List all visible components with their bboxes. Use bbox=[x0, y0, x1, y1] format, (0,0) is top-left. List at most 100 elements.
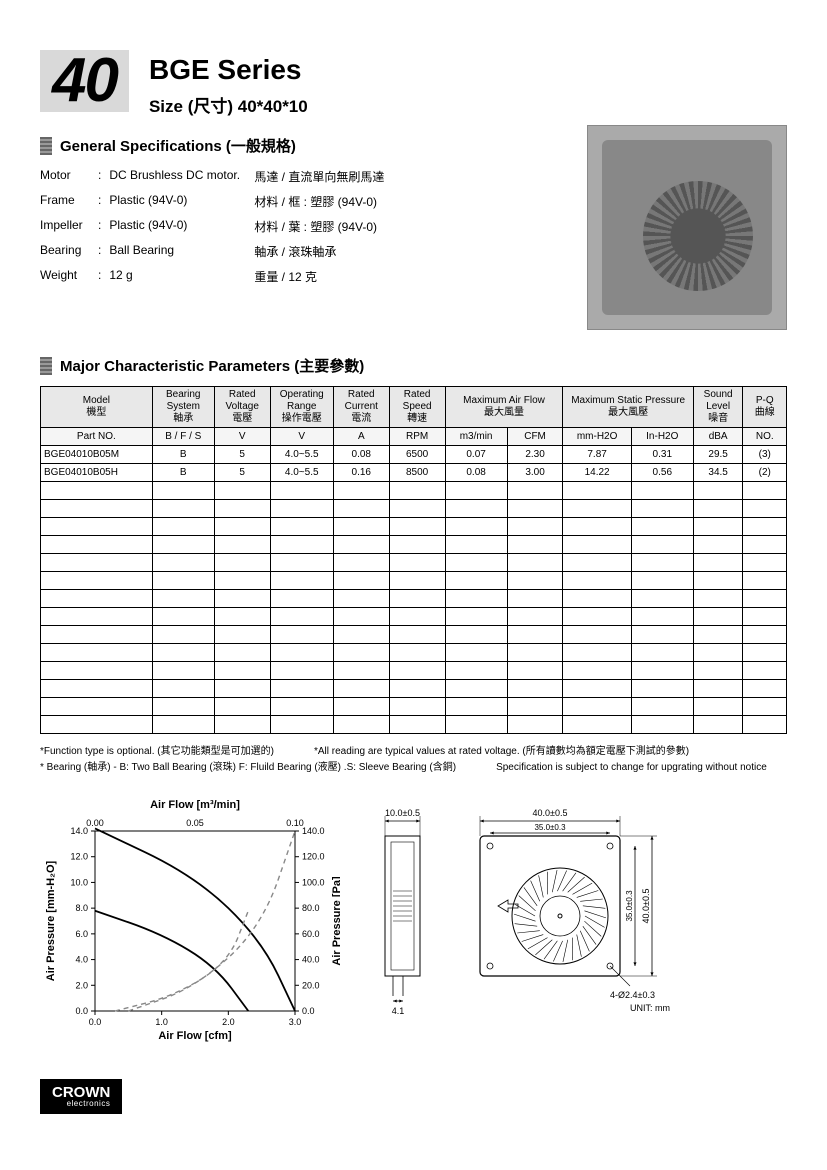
table-subheader: V bbox=[270, 428, 333, 446]
table-row-empty bbox=[41, 500, 787, 518]
svg-text:60.0: 60.0 bbox=[302, 929, 320, 939]
svg-text:Air Flow [m³/min]: Air Flow [m³/min] bbox=[150, 799, 240, 811]
svg-text:100.0: 100.0 bbox=[302, 877, 325, 887]
spec-row: Bearing:Ball Bearing軸承 / 滾珠軸承 bbox=[40, 239, 392, 264]
svg-text:6.0: 6.0 bbox=[75, 929, 88, 939]
svg-text:2.0: 2.0 bbox=[75, 980, 88, 990]
svg-text:Air Pressure [Pa]: Air Pressure [Pa] bbox=[331, 876, 340, 966]
table-row-empty bbox=[41, 608, 787, 626]
spec-row: Impeller:Plastic (94V-0)材料 / 葉 : 塑膠 (94V… bbox=[40, 214, 392, 239]
table-header: Model機型 bbox=[41, 387, 153, 428]
section-general: General Specifications (一般規格) bbox=[40, 135, 567, 156]
svg-text:UNIT: mm: UNIT: mm bbox=[630, 1003, 670, 1013]
spec-row: Motor:DC Brushless DC motor.馬達 / 直流單向無刷馬… bbox=[40, 164, 392, 189]
table-subheader: RPM bbox=[389, 428, 445, 446]
table-header: Operating Range操作電壓 bbox=[270, 387, 333, 428]
svg-text:4.1: 4.1 bbox=[392, 1006, 405, 1016]
table-subheader: A bbox=[333, 428, 389, 446]
chart-svg: Air Flow [m³/min]0.000.050.100.01.02.03.… bbox=[40, 796, 340, 1046]
parameters-table: Model機型Bearing System軸承Rated Voltage電壓Op… bbox=[40, 386, 787, 734]
table-row-empty bbox=[41, 626, 787, 644]
table-subheader: NO. bbox=[743, 428, 787, 446]
svg-text:3.0: 3.0 bbox=[289, 1017, 302, 1027]
table-row-empty bbox=[41, 554, 787, 572]
svg-text:Air Pressure [mm-H₂O]: Air Pressure [mm-H₂O] bbox=[45, 860, 57, 981]
technical-drawing: 10.0±0.5 4.1 40.0±0.5 35.0±0.3 35.0±0.3 40.0±… bbox=[370, 796, 787, 1026]
svg-text:2.0: 2.0 bbox=[222, 1017, 235, 1027]
table-header: Maximum Air Flow最大風量 bbox=[445, 387, 563, 428]
footnote-2a: * Bearing (軸承) - B: Two Ball Bearing (滾珠… bbox=[40, 760, 456, 776]
brand-logo: CROWN electronics bbox=[40, 1079, 122, 1114]
series-title: BGE Series bbox=[149, 54, 308, 86]
svg-text:10.0±0.5: 10.0±0.5 bbox=[385, 808, 420, 818]
table-row-empty bbox=[41, 590, 787, 608]
svg-text:4-Ø2.4±0.3: 4-Ø2.4±0.3 bbox=[610, 990, 655, 1000]
spec-row: Frame:Plastic (94V-0)材料 / 框 : 塑膠 (94V-0) bbox=[40, 189, 392, 214]
table-row-empty bbox=[41, 680, 787, 698]
svg-text:4.0: 4.0 bbox=[75, 955, 88, 965]
model-number: 40 bbox=[40, 50, 129, 112]
size-line: Size (尺寸) 40*40*10 bbox=[149, 92, 308, 117]
spec-row: Weight:12 g重量 / 12 克 bbox=[40, 264, 392, 289]
svg-text:0.0: 0.0 bbox=[89, 1017, 102, 1027]
section-major: Major Characteristic Parameters (主要參數) bbox=[40, 355, 787, 376]
table-row-empty bbox=[41, 518, 787, 536]
table-header: Maximum Static Pressure最大風壓 bbox=[563, 387, 693, 428]
general-specs-table: Motor:DC Brushless DC motor.馬達 / 直流單向無刷馬… bbox=[40, 164, 392, 289]
table-subheader: Part NO. bbox=[41, 428, 153, 446]
svg-text:40.0±0.5: 40.0±0.5 bbox=[641, 889, 651, 924]
svg-text:0.0: 0.0 bbox=[302, 1006, 315, 1016]
svg-text:14.0: 14.0 bbox=[70, 826, 88, 836]
svg-text:35.0±0.3: 35.0±0.3 bbox=[534, 823, 566, 832]
product-image bbox=[587, 125, 787, 330]
table-header: P-Q曲線 bbox=[743, 387, 787, 428]
svg-text:0.0: 0.0 bbox=[75, 1006, 88, 1016]
svg-text:20.0: 20.0 bbox=[302, 980, 320, 990]
svg-text:120.0: 120.0 bbox=[302, 852, 325, 862]
table-subheader: CFM bbox=[507, 428, 563, 446]
table-row-empty bbox=[41, 536, 787, 554]
footnote-1a: *Function type is optional. (其它功能類型是可加選的… bbox=[40, 744, 274, 760]
logo-sub: electronics bbox=[52, 1100, 110, 1108]
table-row-empty bbox=[41, 482, 787, 500]
table-header: Rated Voltage電壓 bbox=[214, 387, 270, 428]
table-subheader: m3/min bbox=[445, 428, 507, 446]
table-row-empty bbox=[41, 662, 787, 680]
svg-text:40.0±0.5: 40.0±0.5 bbox=[533, 808, 568, 818]
section-bar-icon bbox=[40, 357, 52, 375]
svg-text:140.0: 140.0 bbox=[302, 826, 325, 836]
table-row-empty bbox=[41, 716, 787, 734]
table-row-empty bbox=[41, 698, 787, 716]
section-bar-icon bbox=[40, 137, 52, 155]
pq-chart: Air Flow [m³/min]0.000.050.100.01.02.03.… bbox=[40, 796, 340, 1049]
svg-text:80.0: 80.0 bbox=[302, 903, 320, 913]
footnote-1b: *All reading are typical values at rated… bbox=[314, 744, 689, 760]
table-row: BGE04010B05HB54.0~5.50.1685000.083.0014.… bbox=[41, 464, 787, 482]
table-row-empty bbox=[41, 644, 787, 662]
table-header: Rated Current電流 bbox=[333, 387, 389, 428]
svg-text:0.05: 0.05 bbox=[186, 818, 204, 828]
footnotes: *Function type is optional. (其它功能類型是可加選的… bbox=[40, 744, 787, 776]
svg-text:Air Flow [cfm]: Air Flow [cfm] bbox=[158, 1030, 232, 1042]
table-header: Rated Speed轉速 bbox=[389, 387, 445, 428]
table-row-empty bbox=[41, 572, 787, 590]
table-row: BGE04010B05MB54.0~5.50.0865000.072.307.8… bbox=[41, 446, 787, 464]
svg-text:1.0: 1.0 bbox=[155, 1017, 168, 1027]
section-general-title: General Specifications (一般規格) bbox=[60, 135, 296, 156]
table-subheader: In-H2O bbox=[631, 428, 693, 446]
svg-text:8.0: 8.0 bbox=[75, 903, 88, 913]
table-subheader: V bbox=[214, 428, 270, 446]
svg-text:35.0±0.3: 35.0±0.3 bbox=[625, 890, 634, 922]
table-subheader: mm-H2O bbox=[563, 428, 631, 446]
footnote-2b: Specification is subject to change for u… bbox=[496, 760, 767, 776]
table-subheader: B / F / S bbox=[152, 428, 214, 446]
svg-text:10.0: 10.0 bbox=[70, 877, 88, 887]
table-header: Bearing System軸承 bbox=[152, 387, 214, 428]
header: 40 BGE Series Size (尺寸) 40*40*10 bbox=[40, 50, 787, 117]
table-header: Sound Level噪音 bbox=[693, 387, 743, 428]
svg-text:0.00: 0.00 bbox=[86, 818, 104, 828]
drawing-svg: 10.0±0.5 4.1 40.0±0.5 35.0±0.3 35.0±0.3 40.0±… bbox=[370, 796, 730, 1026]
svg-text:40.0: 40.0 bbox=[302, 955, 320, 965]
table-subheader: dBA bbox=[693, 428, 743, 446]
svg-text:12.0: 12.0 bbox=[70, 852, 88, 862]
